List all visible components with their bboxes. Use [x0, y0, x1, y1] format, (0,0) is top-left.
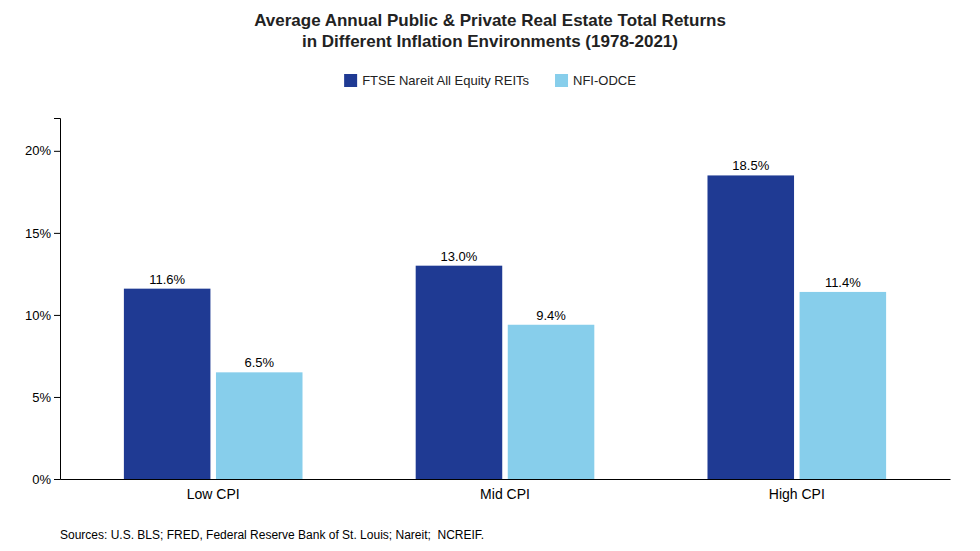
bar [416, 266, 503, 479]
legend-item: NFI-ODCE [555, 73, 636, 88]
y-tick: 20% [25, 143, 60, 158]
data-label: 18.5% [732, 158, 769, 173]
bar [508, 325, 595, 479]
tick-mark [54, 315, 60, 316]
x-tick-label: Low CPI [187, 486, 240, 502]
bar-series [216, 292, 886, 479]
bar [216, 372, 303, 479]
data-label: 11.6% [149, 272, 185, 287]
axis-line [54, 119, 61, 480]
legend: FTSE Nareit All Equity REITs NFI-ODCE [344, 73, 636, 88]
y-tick: 5% [32, 390, 60, 405]
x-tick: Low CPI [187, 486, 240, 502]
legend-label: FTSE Nareit All Equity REITs [362, 73, 529, 88]
axis-line [61, 479, 951, 480]
chart-container: Average Annual Public & Private Real Est… [0, 0, 980, 551]
x-tick-label: Mid CPI [480, 486, 530, 502]
data-label: 9.4% [536, 308, 566, 323]
source-note: Sources: U.S. BLS; FRED, Federal Reserve… [60, 528, 484, 542]
legend-label: NFI-ODCE [573, 73, 636, 88]
y-axis: 0% 5% 10% 15% 20% [25, 119, 61, 487]
y-tick-label: 0% [32, 472, 51, 487]
tick-mark [54, 233, 60, 234]
data-label: 11.4% [825, 275, 861, 290]
y-tick: 15% [25, 226, 60, 241]
title-line: Average Annual Public & Private Real Est… [254, 11, 726, 30]
x-axis: Low CPI Mid CPI High CPI [61, 480, 951, 502]
bar [800, 292, 887, 479]
tick-mark [54, 397, 60, 398]
y-tick-label: 20% [25, 143, 51, 158]
legend-swatch [344, 74, 357, 87]
plot: 11.6% 13.0% 18.5% 6.5% 9.4% 11.4% 0% 5% 10% 15% 20… [25, 119, 951, 502]
bar [707, 175, 794, 479]
tick-mark [54, 151, 60, 152]
y-tick: 10% [25, 308, 60, 323]
data-label: 6.5% [244, 355, 274, 370]
x-tick-label: High CPI [769, 486, 825, 502]
data-labels: 11.6% 13.0% 18.5% 6.5% 9.4% 11.4% [149, 158, 861, 370]
x-tick: Mid CPI [480, 486, 530, 502]
bars [124, 175, 886, 479]
tick-mark [54, 479, 60, 480]
x-tick: High CPI [769, 486, 825, 502]
title: Average Annual Public & Private Real Est… [254, 11, 726, 51]
bar [124, 289, 211, 479]
legend-swatch [555, 74, 568, 87]
chart-svg: Average Annual Public & Private Real Est… [0, 0, 980, 551]
y-tick-label: 15% [25, 226, 51, 241]
y-tick-label: 10% [25, 308, 51, 323]
title-line: in Different Inflation Environments (197… [302, 32, 678, 51]
bar-series [124, 175, 794, 479]
y-tick: 0% [32, 472, 60, 487]
data-label: 13.0% [441, 249, 478, 264]
legend-item: FTSE Nareit All Equity REITs [344, 73, 529, 88]
y-tick-label: 5% [32, 390, 51, 405]
